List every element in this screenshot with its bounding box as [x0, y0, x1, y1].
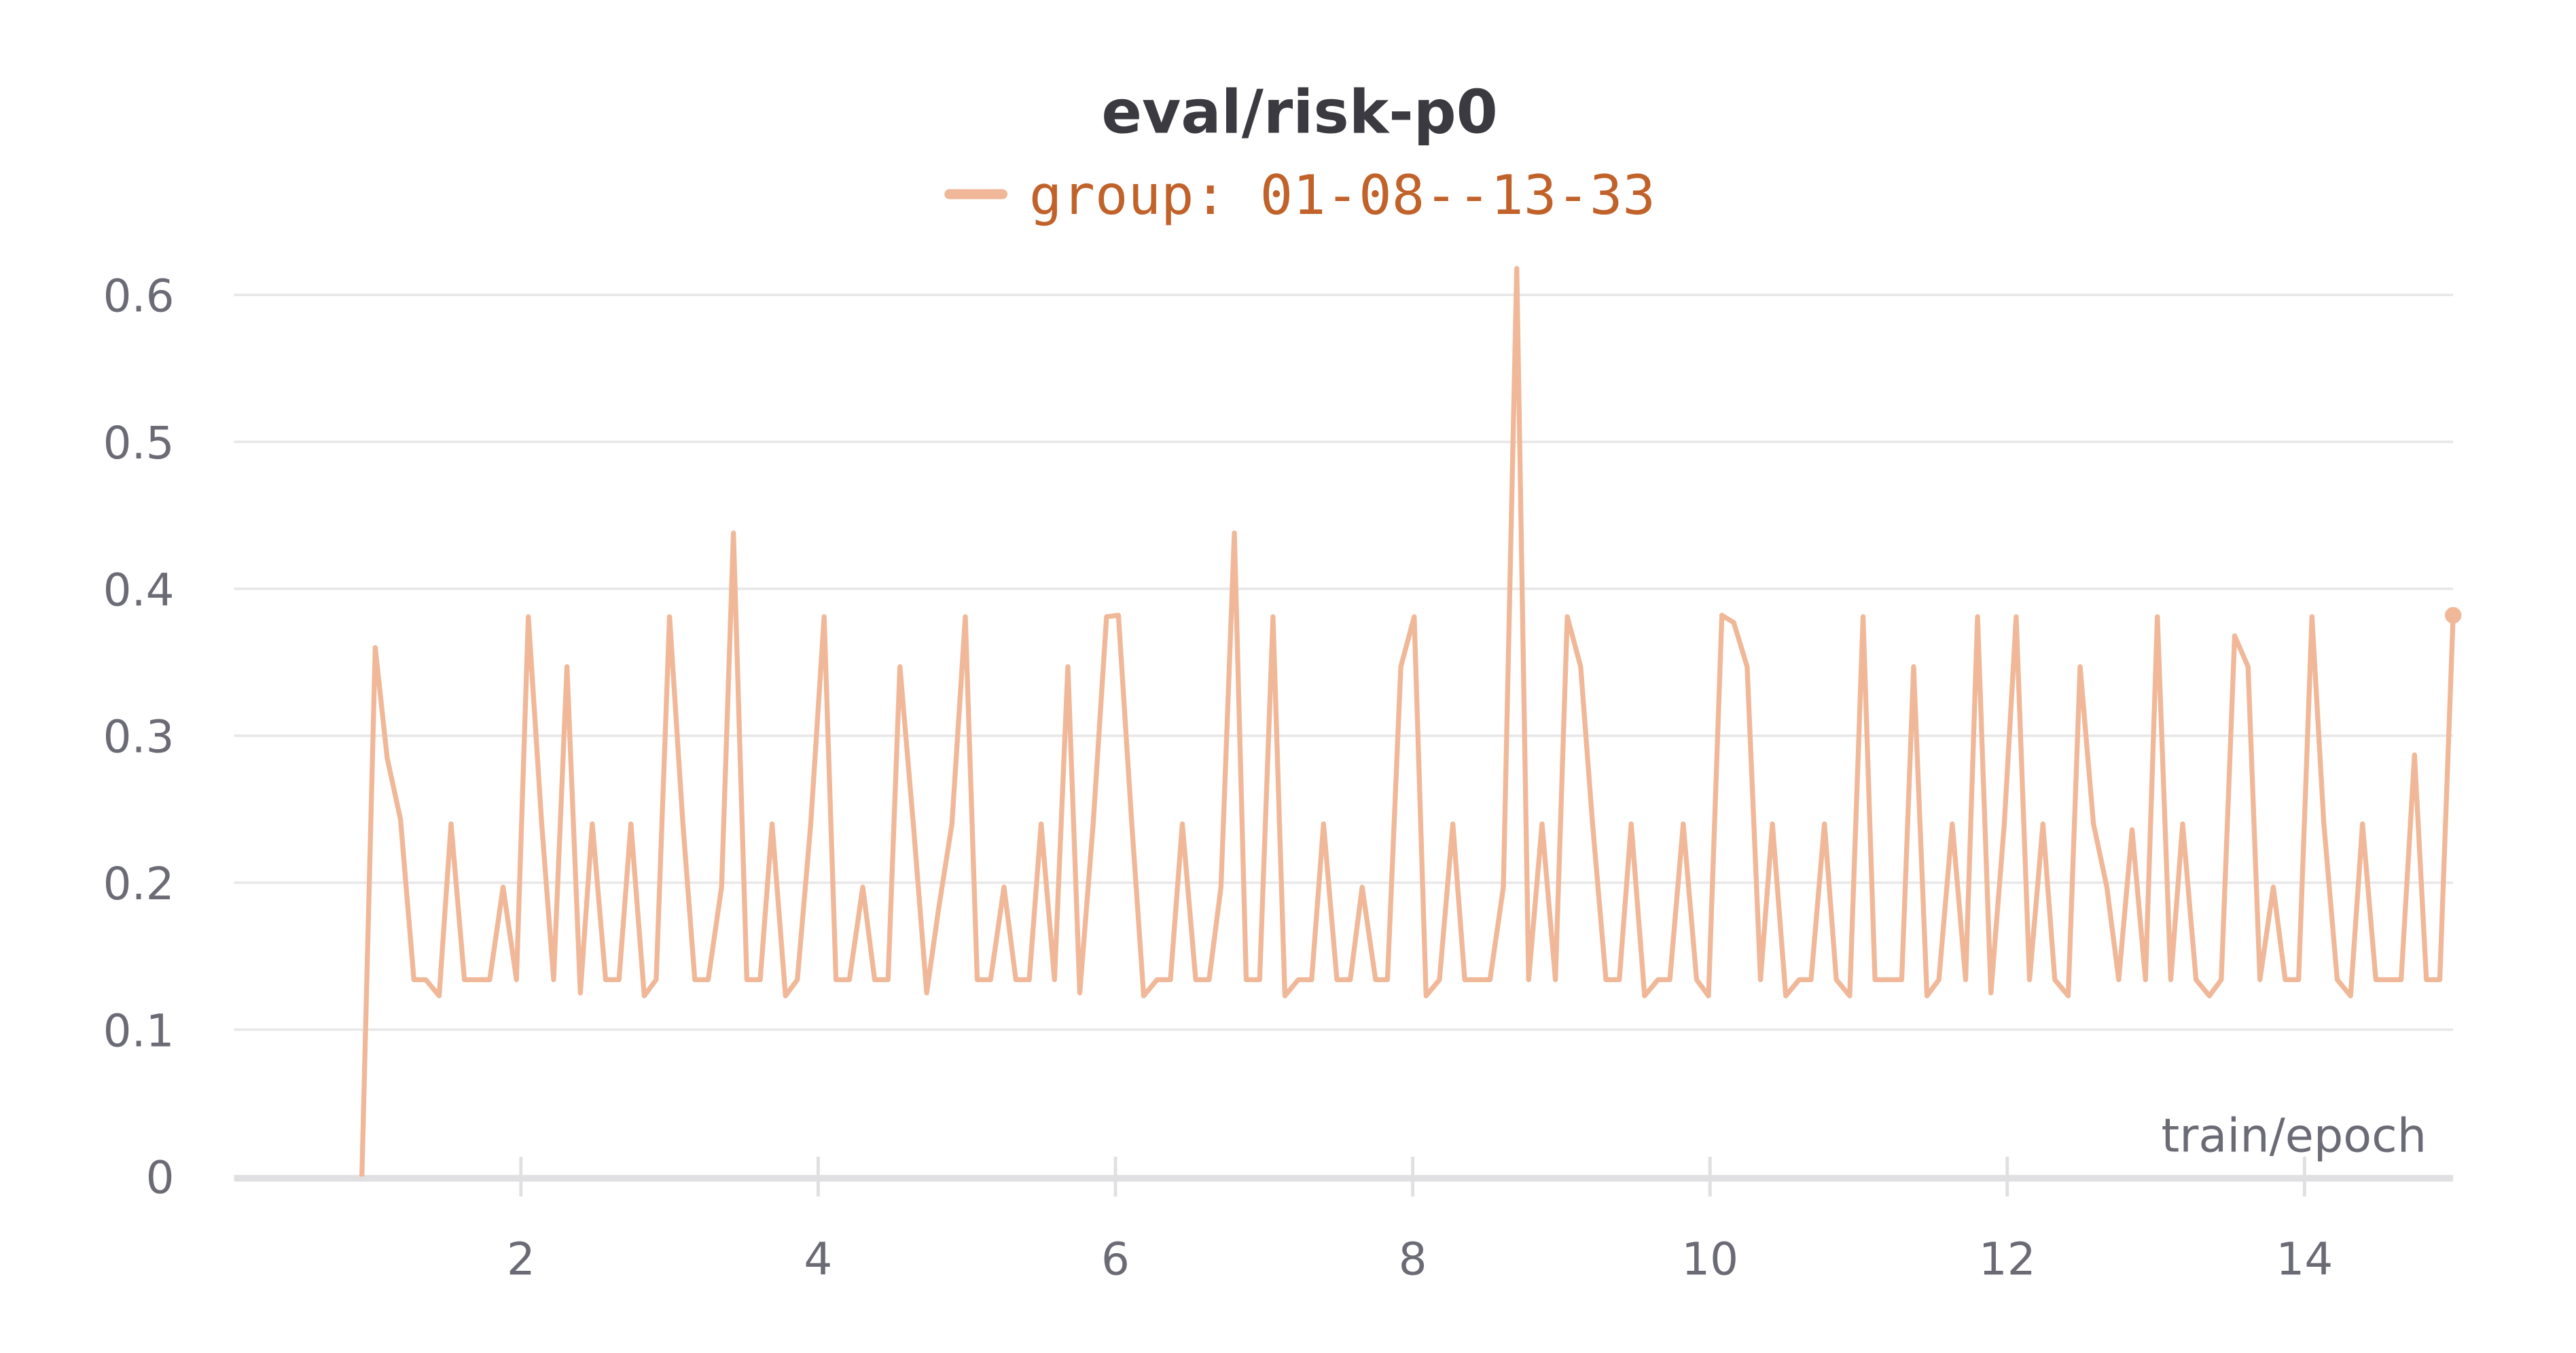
chart-title: eval/risk-p0 [1101, 77, 1498, 147]
y-tick-label: 0 [146, 1152, 175, 1204]
x-tick-label: 14 [2276, 1233, 2333, 1285]
x-tick-label: 8 [1399, 1233, 1427, 1285]
x-tick-label: 2 [507, 1233, 535, 1285]
x-tick-label: 4 [804, 1233, 832, 1285]
x-axis-label: train/epoch [2161, 1110, 2427, 1163]
x-tick-label: 6 [1101, 1233, 1130, 1285]
legend-label: group: 01-08--13-33 [1029, 164, 1656, 228]
end-point [2444, 607, 2462, 624]
x-tick-label: 12 [1979, 1233, 2036, 1285]
y-tick-label: 0.2 [103, 858, 175, 910]
y-tick-label: 0.3 [103, 711, 175, 763]
series-line [359, 266, 2456, 1177]
x-tick-label: 10 [1681, 1233, 1738, 1285]
y-tick-label: 0.1 [103, 1005, 175, 1057]
y-tick-label: 0.6 [103, 270, 175, 323]
y-tick-label: 0.5 [103, 417, 175, 469]
y-tick-label: 0.4 [103, 564, 175, 616]
